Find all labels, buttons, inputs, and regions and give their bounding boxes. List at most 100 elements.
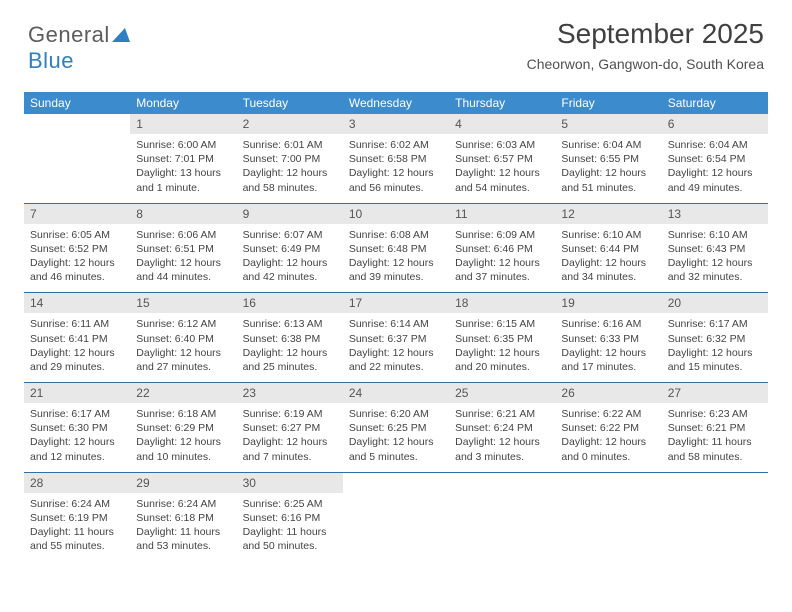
- sunset-text: Sunset: 6:54 PM: [668, 152, 762, 166]
- day-number: 24: [343, 383, 449, 403]
- calendar-day-cell: 11Sunrise: 6:09 AMSunset: 6:46 PMDayligh…: [449, 203, 555, 293]
- daylight-text: Daylight: 12 hours and 20 minutes.: [455, 346, 549, 374]
- day-details: Sunrise: 6:10 AMSunset: 6:43 PMDaylight:…: [662, 224, 768, 293]
- sunset-text: Sunset: 6:18 PM: [136, 511, 230, 525]
- sunrise-text: Sunrise: 6:18 AM: [136, 407, 230, 421]
- daylight-text: Daylight: 12 hours and 44 minutes.: [136, 256, 230, 284]
- sunset-text: Sunset: 6:19 PM: [30, 511, 124, 525]
- logo: General Blue: [28, 22, 130, 74]
- sunset-text: Sunset: 6:52 PM: [30, 242, 124, 256]
- sunrise-text: Sunrise: 6:17 AM: [30, 407, 124, 421]
- calendar-table: Sunday Monday Tuesday Wednesday Thursday…: [24, 92, 768, 561]
- day-details: Sunrise: 6:06 AMSunset: 6:51 PMDaylight:…: [130, 224, 236, 293]
- daylight-text: Daylight: 12 hours and 49 minutes.: [668, 166, 762, 194]
- day-number: 15: [130, 293, 236, 313]
- calendar-day-cell: 12Sunrise: 6:10 AMSunset: 6:44 PMDayligh…: [555, 203, 661, 293]
- sunrise-text: Sunrise: 6:08 AM: [349, 228, 443, 242]
- day-number: 20: [662, 293, 768, 313]
- sunset-text: Sunset: 6:35 PM: [455, 332, 549, 346]
- day-details: Sunrise: 6:08 AMSunset: 6:48 PMDaylight:…: [343, 224, 449, 293]
- calendar-day-cell: -: [662, 472, 768, 561]
- day-details: Sunrise: 6:04 AMSunset: 6:55 PMDaylight:…: [555, 134, 661, 203]
- sunset-text: Sunset: 6:57 PM: [455, 152, 549, 166]
- day-details: Sunrise: 6:11 AMSunset: 6:41 PMDaylight:…: [24, 313, 130, 382]
- daylight-text: Daylight: 12 hours and 12 minutes.: [30, 435, 124, 463]
- dayname-row: Sunday Monday Tuesday Wednesday Thursday…: [24, 92, 768, 114]
- daylight-text: Daylight: 12 hours and 17 minutes.: [561, 346, 655, 374]
- calendar-week-row: 21Sunrise: 6:17 AMSunset: 6:30 PMDayligh…: [24, 383, 768, 473]
- daylight-text: Daylight: 12 hours and 58 minutes.: [243, 166, 337, 194]
- calendar-day-cell: 24 Sunrise: 6:20 AMSunset: 6:25 PMDayligh…: [343, 383, 449, 473]
- day-number: 16: [237, 293, 343, 313]
- sunrise-text: Sunrise: 6:07 AM: [243, 228, 337, 242]
- calendar-day-cell: 27Sunrise: 6:23 AMSunset: 6:21 PMDayligh…: [662, 383, 768, 473]
- day-details: Sunrise: 6:24 AMSunset: 6:19 PMDaylight:…: [24, 493, 130, 562]
- day-details: Sunrise: 6:23 AMSunset: 6:21 PMDaylight:…: [662, 403, 768, 472]
- daylight-text: Daylight: 12 hours and 5 minutes.: [349, 435, 443, 463]
- daylight-text: Daylight: 12 hours and 7 minutes.: [243, 435, 337, 463]
- calendar-day-cell: -: [555, 472, 661, 561]
- daylight-text: Daylight: 12 hours and 51 minutes.: [561, 166, 655, 194]
- day-number: 14: [24, 293, 130, 313]
- calendar-day-cell: 4Sunrise: 6:03 AMSunset: 6:57 PMDaylight…: [449, 114, 555, 203]
- sunset-text: Sunset: 6:41 PM: [30, 332, 124, 346]
- sunset-text: Sunset: 6:38 PM: [243, 332, 337, 346]
- sunset-text: Sunset: 6:33 PM: [561, 332, 655, 346]
- sunrise-text: Sunrise: 6:24 AM: [30, 497, 124, 511]
- logo-text-1: General: [28, 22, 110, 47]
- daylight-text: Daylight: 11 hours and 53 minutes.: [136, 525, 230, 553]
- day-details: Sunrise: 6:15 AMSunset: 6:35 PMDaylight:…: [449, 313, 555, 382]
- calendar-day-cell: 18Sunrise: 6:15 AMSunset: 6:35 PMDayligh…: [449, 293, 555, 383]
- sunset-text: Sunset: 6:55 PM: [561, 152, 655, 166]
- sunrise-text: Sunrise: 6:20 AM: [349, 407, 443, 421]
- day-number: 1: [130, 114, 236, 134]
- day-number: 19: [555, 293, 661, 313]
- daylight-text: Daylight: 12 hours and 34 minutes.: [561, 256, 655, 284]
- sunrise-text: Sunrise: 6:17 AM: [668, 317, 762, 331]
- dayname: Sunday: [24, 92, 130, 114]
- calendar-day-cell: 19Sunrise: 6:16 AMSunset: 6:33 PMDayligh…: [555, 293, 661, 383]
- calendar-day-cell: 1Sunrise: 6:00 AMSunset: 7:01 PMDaylight…: [130, 114, 236, 203]
- logo-text-2: Blue: [28, 48, 74, 73]
- calendar-day-cell: -: [449, 472, 555, 561]
- sunrise-text: Sunrise: 6:01 AM: [243, 138, 337, 152]
- day-details: Sunrise: 6:09 AMSunset: 6:46 PMDaylight:…: [449, 224, 555, 293]
- day-details: Sunrise: 6:16 AMSunset: 6:33 PMDaylight:…: [555, 313, 661, 382]
- daylight-text: Daylight: 12 hours and 42 minutes.: [243, 256, 337, 284]
- sunset-text: Sunset: 6:24 PM: [455, 421, 549, 435]
- sunrise-text: Sunrise: 6:23 AM: [668, 407, 762, 421]
- sunrise-text: Sunrise: 6:02 AM: [349, 138, 443, 152]
- dayname: Saturday: [662, 92, 768, 114]
- sunset-text: Sunset: 6:21 PM: [668, 421, 762, 435]
- day-details: Sunrise: 6:18 AMSunset: 6:29 PMDaylight:…: [130, 403, 236, 472]
- sunrise-text: Sunrise: 6:00 AM: [136, 138, 230, 152]
- sunset-text: Sunset: 6:46 PM: [455, 242, 549, 256]
- sunrise-text: Sunrise: 6:10 AM: [668, 228, 762, 242]
- calendar-day-cell: -: [343, 472, 449, 561]
- sunrise-text: Sunrise: 6:12 AM: [136, 317, 230, 331]
- sunset-text: Sunset: 6:22 PM: [561, 421, 655, 435]
- day-details: Sunrise: 6:17 AMSunset: 6:32 PMDaylight:…: [662, 313, 768, 382]
- day-number: 10: [343, 204, 449, 224]
- sunset-text: Sunset: 6:48 PM: [349, 242, 443, 256]
- sunset-text: Sunset: 6:44 PM: [561, 242, 655, 256]
- day-details: Sunrise: 6:02 AMSunset: 6:58 PMDaylight:…: [343, 134, 449, 203]
- sunset-text: Sunset: 6:25 PM: [349, 421, 443, 435]
- sunrise-text: Sunrise: 6:21 AM: [455, 407, 549, 421]
- sunrise-text: Sunrise: 6:09 AM: [455, 228, 549, 242]
- day-number: 21: [24, 383, 130, 403]
- sunrise-text: Sunrise: 6:05 AM: [30, 228, 124, 242]
- calendar-day-cell: 25Sunrise: 6:21 AMSunset: 6:24 PMDayligh…: [449, 383, 555, 473]
- daylight-text: Daylight: 13 hours and 1 minute.: [136, 166, 230, 194]
- dayname: Wednesday: [343, 92, 449, 114]
- calendar-day-cell: 8Sunrise: 6:06 AMSunset: 6:51 PMDaylight…: [130, 203, 236, 293]
- sunrise-text: Sunrise: 6:03 AM: [455, 138, 549, 152]
- sunrise-text: Sunrise: 6:15 AM: [455, 317, 549, 331]
- calendar-day-cell: 14Sunrise: 6:11 AMSunset: 6:41 PMDayligh…: [24, 293, 130, 383]
- calendar-week-row: 28Sunrise: 6:24 AMSunset: 6:19 PMDayligh…: [24, 472, 768, 561]
- calendar-day-cell: 28Sunrise: 6:24 AMSunset: 6:19 PMDayligh…: [24, 472, 130, 561]
- day-details: Sunrise: 6:19 AMSunset: 6:27 PMDaylight:…: [237, 403, 343, 472]
- daylight-text: Daylight: 12 hours and 27 minutes.: [136, 346, 230, 374]
- day-number: 30: [237, 473, 343, 493]
- logo-triangle-icon: [112, 22, 130, 48]
